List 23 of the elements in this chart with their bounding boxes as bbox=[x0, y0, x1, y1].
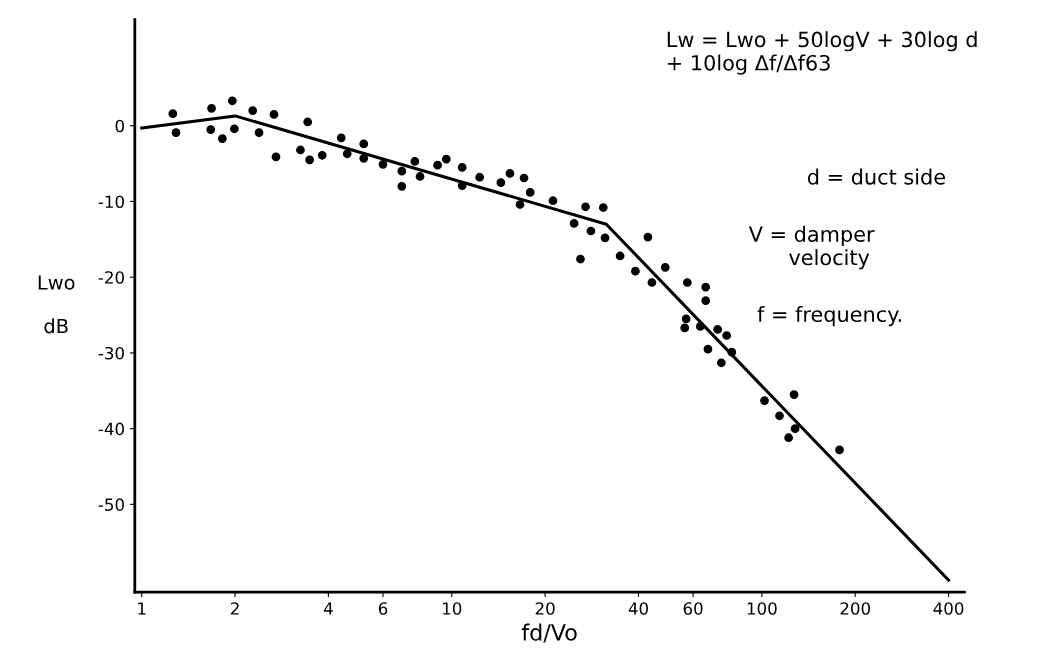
x-tick-label: 200 bbox=[840, 602, 871, 615]
x-tick-label: 1 bbox=[138, 602, 146, 615]
y-tick-label: -10 bbox=[98, 195, 124, 209]
text: Lwo dB bbox=[38, 275, 75, 334]
x-axis-title: fd/Vo bbox=[521, 623, 577, 643]
y-tick-label: -40 bbox=[98, 422, 124, 436]
x-tick-label: 60 bbox=[683, 602, 703, 615]
y-tick-label: -30 bbox=[98, 346, 124, 360]
x-tick-label: 10 bbox=[443, 602, 462, 615]
y-tick-label: 0 bbox=[115, 119, 124, 133]
x-tick-label: 20 bbox=[535, 602, 555, 615]
x-tick-label: 400 bbox=[933, 602, 964, 615]
x-tick-label: 2 bbox=[230, 602, 239, 615]
x-tick-label: 100 bbox=[747, 602, 777, 615]
x-tick-label: 4 bbox=[323, 602, 333, 615]
annotation: Lw = Lwo + 50logV + 30log d + 10log Δf/Δf63 bbox=[667, 31, 977, 75]
x-tick-label: 6 bbox=[378, 602, 388, 615]
x-tick-label: 40 bbox=[628, 602, 648, 615]
y-tick-label: -20 bbox=[98, 271, 124, 284]
annotation: f = frequency. bbox=[757, 305, 901, 327]
annotation: d = duct side bbox=[807, 168, 945, 185]
annotation: V = damper velocity bbox=[748, 225, 875, 270]
y-tick-label: -50 bbox=[98, 498, 124, 511]
